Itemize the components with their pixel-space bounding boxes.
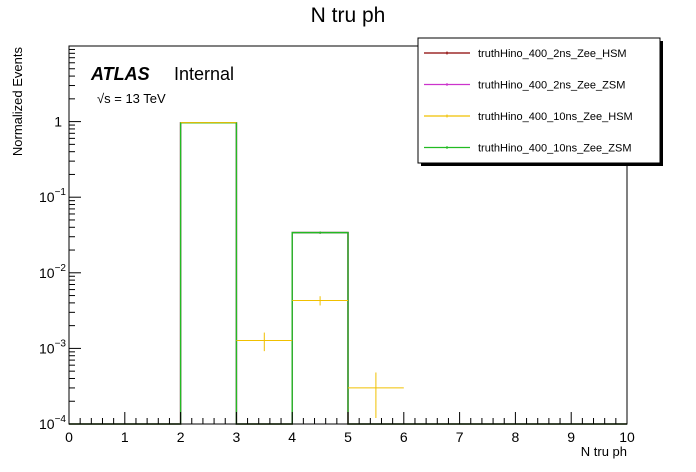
legend-label-3: truthHino_400_10ns_Zee_ZSM — [478, 143, 631, 155]
x-tick-label: 9 — [567, 429, 575, 445]
x-tick-label: 7 — [456, 429, 464, 445]
legend-label-1: truthHino_400_2ns_Zee_ZSM — [478, 80, 625, 92]
y-axis-label: Normalized Events — [10, 47, 25, 157]
y-tick-label: 10−1 — [39, 187, 66, 205]
legend-label-2: truthHino_400_10ns_Zee_HSM — [478, 111, 633, 123]
x-tick-label: 2 — [177, 429, 185, 445]
atlas-label: ATLAS — [90, 64, 150, 84]
x-tick-label: 4 — [288, 429, 296, 445]
x-tick-label: 6 — [400, 429, 408, 445]
x-tick-label: 3 — [233, 429, 241, 445]
x-tick-label: 10 — [619, 429, 635, 445]
axes-layer: 0 1 2 3 4 5 6 7 8 9 10 10−4 10−3 10−2 10−1 1 — [39, 45, 635, 445]
series-line-3 — [69, 122, 627, 425]
y-tick-label: 10−3 — [39, 338, 66, 356]
y-tick-label: 1 — [54, 114, 62, 130]
x-axis-label: N tru ph — [581, 444, 627, 459]
data-layer — [69, 122, 627, 425]
legend-label-0: truthHino_400_2ns_Zee_HSM — [478, 48, 627, 60]
chart-title: N tru ph — [311, 4, 386, 27]
x-tick-label: 1 — [121, 429, 129, 445]
x-tick-label: 8 — [512, 429, 520, 445]
y-tick-label: 10−2 — [39, 263, 66, 281]
x-tick-label: 0 — [65, 429, 73, 445]
legend-box — [417, 37, 661, 164]
y-tick-label: 10−4 — [39, 414, 66, 432]
x-tick-label: 5 — [344, 429, 352, 445]
atlas-status-label: Internal — [174, 64, 234, 84]
legend: truthHino_400_2ns_Zee_HSM truthHino_400_2… — [417, 37, 663, 166]
energy-label: √s = 13 TeV — [97, 91, 166, 106]
